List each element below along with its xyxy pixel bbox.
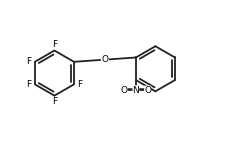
Text: O: O [121,86,128,95]
Text: F: F [26,57,31,66]
Text: O: O [144,86,151,95]
Text: F: F [52,97,57,106]
Text: F: F [77,80,83,89]
Text: N: N [133,86,139,95]
Text: O: O [101,55,109,64]
Text: F: F [26,80,31,89]
Text: F: F [52,40,57,49]
